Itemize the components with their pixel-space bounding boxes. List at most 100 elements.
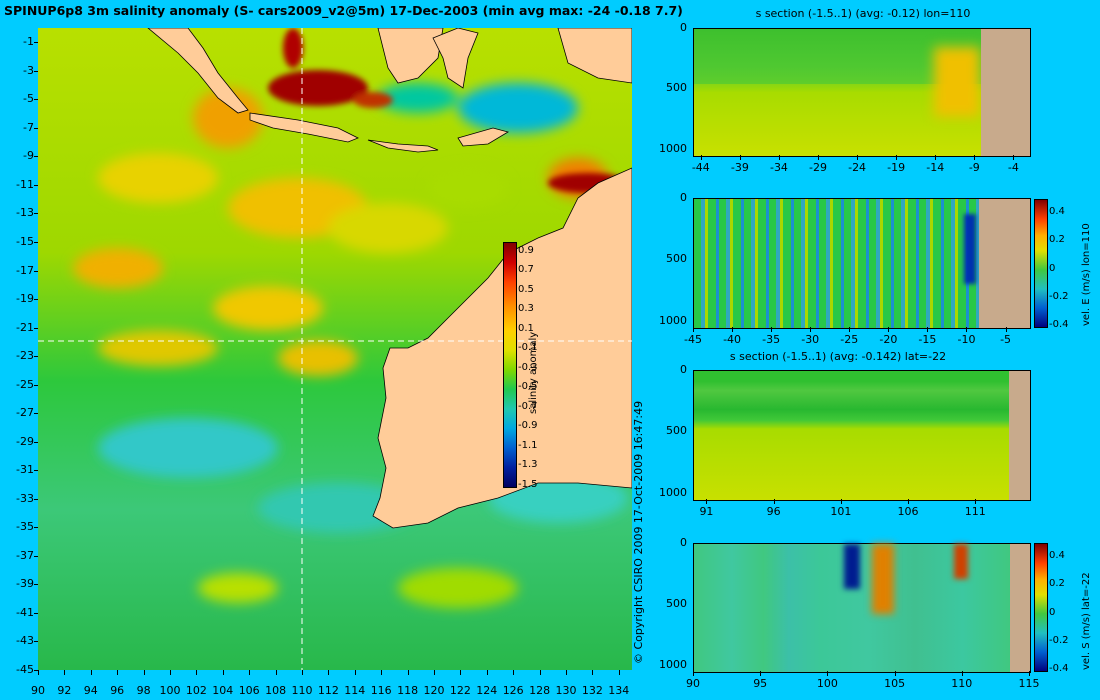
- section-3-x-tick-label: 91: [699, 505, 714, 518]
- section-2-x-tick-label: -15: [918, 333, 937, 346]
- section-1-x-tick-label: -34: [769, 161, 788, 174]
- section-2-x-tick: [849, 327, 851, 332]
- section-4-patch: [954, 544, 968, 579]
- section-3-x-tick: [706, 499, 708, 504]
- map-x-tick-label: 114: [344, 684, 366, 697]
- section-3-x-tick: [908, 499, 910, 504]
- map-y-tick-label: -39: [16, 577, 34, 591]
- map-y-tick-label: -7: [23, 120, 34, 134]
- salinity-colorbar-tick: -0.7: [518, 400, 538, 412]
- map-x-tick: [328, 670, 330, 675]
- section-1-x-tick-label: -14: [926, 161, 945, 174]
- map-y-tick: [34, 498, 38, 500]
- section-2-x-tick-label: -20: [879, 333, 898, 346]
- map-x-tick-label: 124: [476, 684, 498, 697]
- high-anomaly-regions: [268, 28, 628, 193]
- map-y-tick: [34, 555, 38, 557]
- map-x-tick-label: 118: [397, 684, 419, 697]
- section-2-x-tick: [888, 327, 890, 332]
- section-3-x-tick: [840, 499, 842, 504]
- section-2-x-tick-label: -45: [684, 333, 702, 346]
- salinity-colorbar-tick: -0.1: [518, 342, 538, 354]
- section-1-patch: [934, 47, 980, 117]
- section-3-x-tick-label: 96: [766, 505, 781, 518]
- map-y-tick: [34, 99, 38, 101]
- section-1-x-tick-label: -44: [691, 161, 710, 174]
- section-1-surface-layer: [694, 29, 981, 84]
- section-3-title: s section (-1.5..1) (avg: -0.142) lat=-2…: [729, 350, 947, 363]
- main-title: SPINUP6p8 3m salinity anomaly (S- cars20…: [4, 3, 683, 18]
- map-x-tick: [592, 670, 594, 675]
- map-y-tick: [34, 42, 38, 44]
- map-y-tick-label: -11: [16, 177, 34, 191]
- section-4-x-tick-label: 105: [884, 677, 906, 690]
- section-4-x-tick: [894, 671, 896, 676]
- section-2-x-tick-label: -35: [762, 333, 781, 346]
- map-x-tick-label: 104: [212, 684, 234, 697]
- section-3-x-tick-label: 101: [830, 505, 852, 518]
- section-1-x-tick: [739, 155, 741, 160]
- section-4-x-tick: [827, 671, 829, 676]
- section-2-x-tick: [927, 327, 929, 332]
- section-1-x-tick: [818, 155, 820, 160]
- map-y-tick-label: -35: [16, 520, 34, 534]
- map-y-tick: [34, 670, 38, 671]
- section-1-y-tick-label: 0: [680, 21, 687, 34]
- salinity-colorbar-tick: 0.9: [518, 244, 534, 256]
- section-1-x-tick-label: -9: [968, 161, 980, 174]
- map-y-tick-label: -13: [16, 206, 34, 220]
- section-4-x-tick-label: 95: [753, 677, 768, 690]
- section-1-x-tick-label: -24: [848, 161, 867, 174]
- section-2-x-tick-label: -40: [723, 333, 742, 346]
- section-2-x-tick-label: -10: [957, 333, 976, 346]
- section-3-x-tick-label: 111: [964, 505, 986, 518]
- section-3-plot[interactable]: [693, 370, 1031, 501]
- section-1-y-tick-label: 500: [666, 81, 687, 95]
- section-1-x-tick: [974, 155, 976, 160]
- map-x-tick: [513, 670, 515, 675]
- map-x-tick: [539, 670, 541, 675]
- section-4-y-tick-label: 500: [666, 596, 687, 610]
- map-y-tick-label: -41: [16, 605, 34, 619]
- salinity-colorbar-tick: 0.7: [518, 264, 534, 276]
- vel-colorbar-4-tick: 0: [1049, 606, 1056, 618]
- map-y-tick-label: -17: [16, 263, 34, 277]
- map-y-tick-label: -23: [16, 349, 34, 363]
- map-y-tick: [34, 356, 38, 358]
- map-x-tick-label: 92: [57, 684, 72, 697]
- section-3-y-tick-label: 1000: [659, 485, 687, 499]
- map-y-tick-label: -19: [16, 292, 34, 306]
- map-x-tick-label: 128: [529, 684, 551, 697]
- map-x-tick: [354, 670, 356, 675]
- copyright-text: © Copyright CSIRO 2009 17-Oct-2009 16:47…: [632, 400, 645, 664]
- map-y-tick-label: -1: [23, 35, 34, 49]
- section-4-y-tick-label: 1000: [659, 657, 687, 671]
- map-x-tick-label: 122: [449, 684, 471, 697]
- section-3-x-tick-label: 106: [897, 505, 919, 518]
- section-2-x-tick: [693, 327, 694, 332]
- section-1-x-tick: [857, 155, 859, 160]
- map-y-tick: [34, 242, 38, 243]
- map-y-tick: [34, 213, 38, 215]
- map-y-tick-label: -9: [23, 149, 34, 163]
- map-y-tick: [34, 584, 38, 586]
- section-1-plot[interactable]: [693, 28, 1031, 157]
- section-2-jet: [964, 214, 976, 284]
- section-2-y-tick-label: 1000: [659, 313, 687, 327]
- salinity-colorbar-tick: -1.1: [518, 439, 538, 451]
- section-2-plot[interactable]: [693, 198, 1031, 329]
- vel-colorbar-4-tick: -0.2: [1049, 634, 1069, 646]
- section-2-x-tick: [732, 327, 734, 332]
- salinity-colorbar-tick: -0.5: [518, 381, 538, 393]
- section-4-plot[interactable]: [693, 543, 1031, 673]
- section-1-x-tick: [935, 155, 937, 160]
- section-4-x-tick-label: 100: [816, 677, 838, 690]
- map-y-tick: [34, 184, 38, 186]
- map-x-tick: [407, 670, 409, 675]
- map-x-tick: [143, 670, 145, 675]
- section-1-x-tick: [896, 155, 898, 160]
- section-2-x-tick-label: -25: [840, 333, 859, 346]
- salinity-colorbar-tick: -0.9: [518, 420, 538, 432]
- salinity-map[interactable]: [38, 27, 633, 670]
- section-1-x-tick-label: -4: [1007, 161, 1019, 174]
